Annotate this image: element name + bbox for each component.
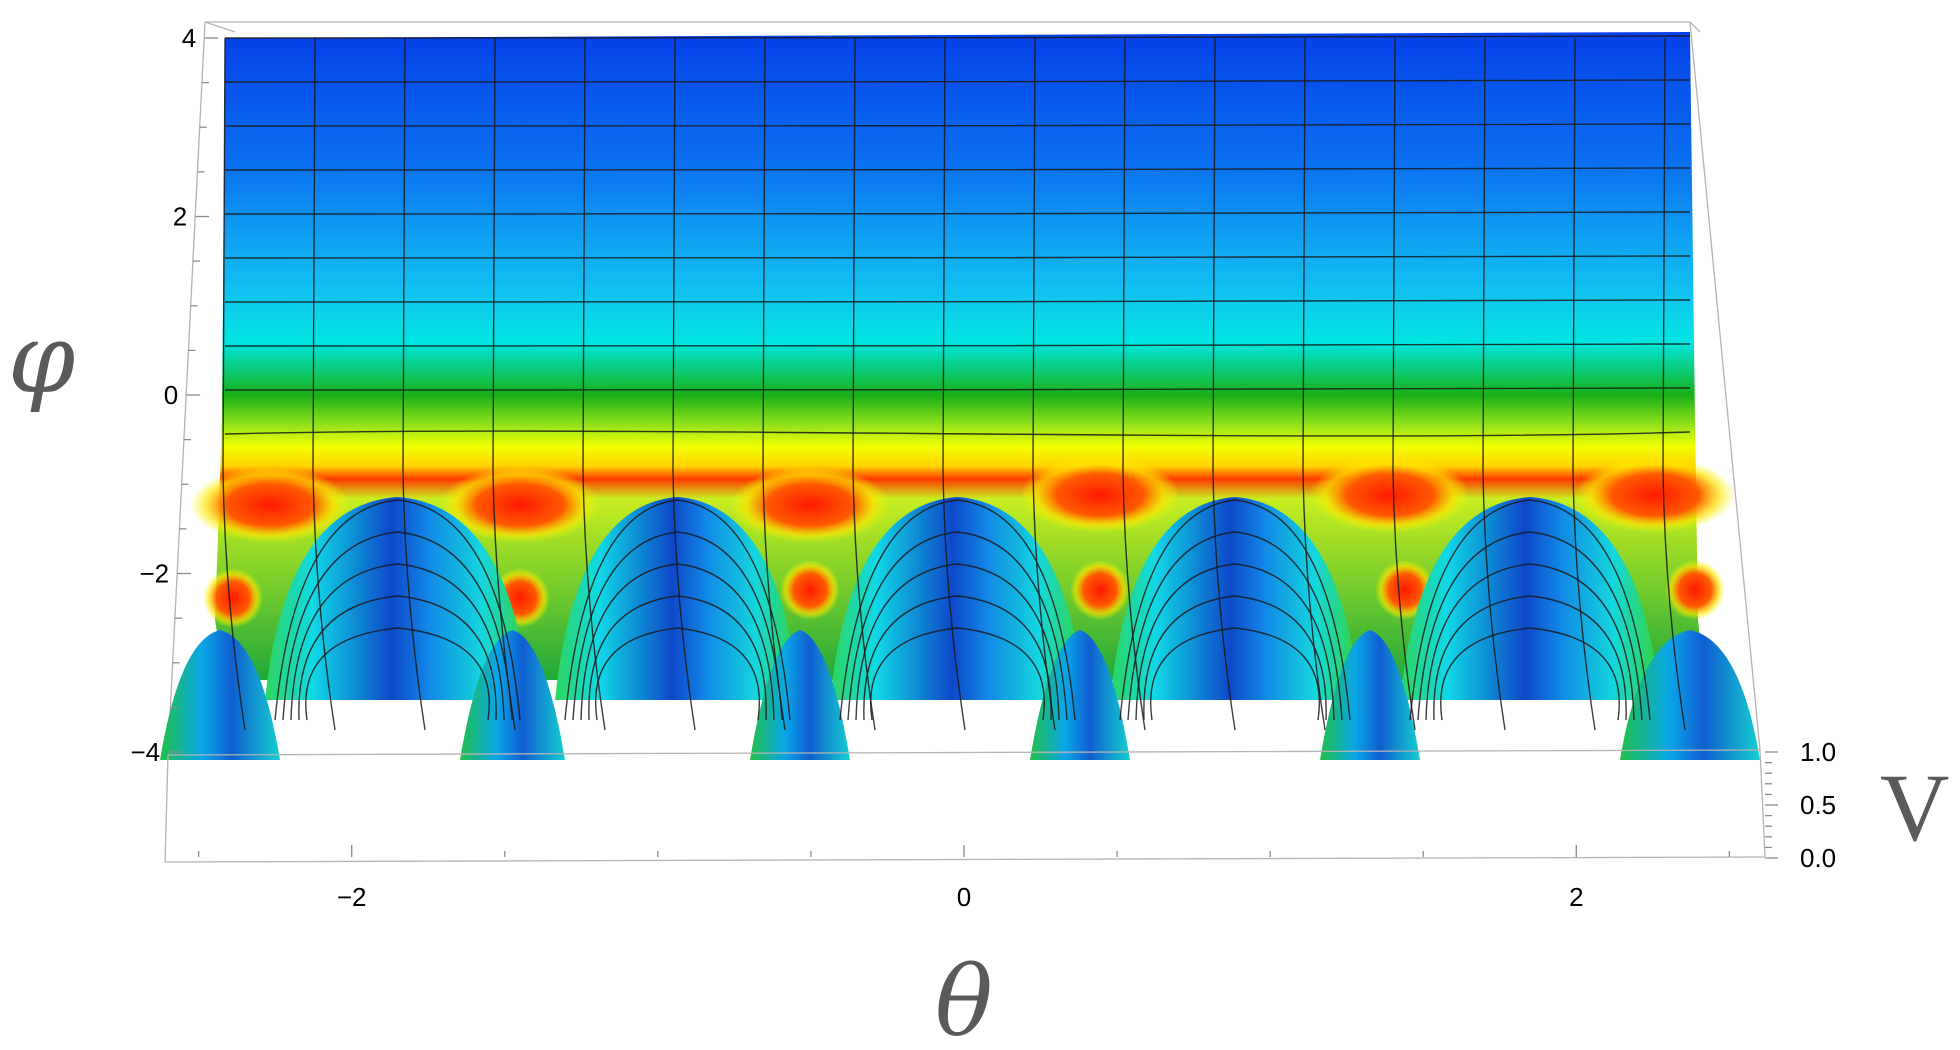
surface-arch-small xyxy=(460,630,565,760)
mesh-row xyxy=(224,79,1691,83)
hot-spot xyxy=(1020,457,1180,533)
x-axis-ticks: −2 0 2 xyxy=(197,845,1731,912)
mesh-column xyxy=(1482,37,1506,731)
v-tick-label: 1.0 xyxy=(1800,737,1836,767)
mesh-row xyxy=(224,299,1691,303)
mesh-arch-line xyxy=(1150,627,1320,721)
v-tick-label: 0.5 xyxy=(1800,790,1836,820)
mesh-column xyxy=(672,37,696,731)
mesh-arch-line xyxy=(564,499,791,721)
mesh-column xyxy=(1392,37,1416,731)
mesh-row xyxy=(224,343,1691,347)
mesh-row xyxy=(224,387,1691,391)
surface-gap xyxy=(590,745,710,850)
mesh-arch-line xyxy=(1143,595,1327,721)
mesh-arch-line xyxy=(870,627,1045,721)
mesh-arch-line xyxy=(305,627,490,721)
mesh-arch-line xyxy=(1440,627,1620,721)
mesh-arch-line xyxy=(1417,531,1643,721)
z-tick-label: 4 xyxy=(182,23,196,53)
hot-spot xyxy=(440,467,600,543)
mesh-arch-line xyxy=(298,595,497,721)
mesh-arch-line xyxy=(1135,563,1335,721)
mesh-arch-line xyxy=(1433,595,1627,721)
mesh-arch-line xyxy=(839,499,1076,721)
surface-bottom-edge xyxy=(160,745,1770,863)
mesh-row xyxy=(224,430,1691,437)
surface xyxy=(160,32,1770,863)
v-axis-ticks: 0.0 0.5 1.0 xyxy=(1765,737,1836,873)
mesh-arch-line xyxy=(595,627,760,721)
v-axis-label: V xyxy=(1880,754,1949,861)
z-axis-ticks: −4 −2 0 2 4 xyxy=(130,23,219,767)
mesh-arch-line xyxy=(1409,499,1651,721)
mesh-column xyxy=(312,37,336,731)
mesh-column xyxy=(1662,37,1686,731)
hot-spot xyxy=(780,560,840,620)
surface-gap xyxy=(1160,745,1290,850)
hot-spot xyxy=(1575,457,1735,533)
mesh-column xyxy=(1122,37,1146,731)
mesh-column xyxy=(402,37,426,731)
mesh-arch-line xyxy=(847,531,1068,721)
surface-arch xyxy=(555,497,800,700)
surface-gap xyxy=(1480,745,1600,850)
mesh-arch-line xyxy=(274,499,521,721)
z-tick-label: 0 xyxy=(164,380,178,410)
x-tick-label: 2 xyxy=(1569,882,1583,912)
z-axis-label: φ xyxy=(8,303,75,415)
z-tick-label: −2 xyxy=(140,559,170,589)
mesh-arch-line xyxy=(863,595,1052,721)
surface-arch-small xyxy=(160,630,280,760)
mesh-row xyxy=(224,167,1691,171)
z-tick-label: −4 xyxy=(130,737,160,767)
hot-spot xyxy=(190,467,350,543)
mesh-row xyxy=(224,211,1691,215)
mesh-column xyxy=(852,37,876,731)
hot-spot xyxy=(203,568,263,628)
mesh-arch-line xyxy=(588,595,767,721)
mesh-row xyxy=(224,35,1691,39)
mesh-arch-line xyxy=(282,531,513,721)
mesh-arch-line xyxy=(1119,499,1351,721)
v-tick-label: 0.0 xyxy=(1800,843,1836,873)
mesh-row xyxy=(224,255,1691,259)
surface-arch-small xyxy=(1320,630,1420,760)
mesh-column xyxy=(222,37,246,731)
mesh-arch-line xyxy=(290,563,505,721)
x-axis-label: θ xyxy=(935,946,993,1050)
z-tick-label: 2 xyxy=(173,202,187,232)
mesh-column xyxy=(1212,37,1236,731)
mesh-arch-line xyxy=(1425,563,1635,721)
mesh-column xyxy=(942,37,966,731)
surface-gap xyxy=(300,745,410,850)
mesh-arch-line xyxy=(855,563,1060,721)
x-tick-label: 0 xyxy=(957,882,971,912)
surface-base-gap xyxy=(160,848,1770,863)
plot-box xyxy=(167,21,1761,756)
hot-spot xyxy=(1310,457,1470,533)
surface-arch-small xyxy=(1620,630,1760,760)
hot-spots xyxy=(190,457,1735,628)
surface-mesh xyxy=(222,35,1691,731)
mesh-arch-line xyxy=(580,563,775,721)
surface-gap xyxy=(870,745,990,850)
hot-spot xyxy=(1665,560,1725,620)
mesh-column xyxy=(1302,37,1326,731)
plot-box-front xyxy=(164,749,1766,863)
mesh-arch-line xyxy=(572,531,783,721)
x-tick-label: −2 xyxy=(337,882,367,912)
mesh-row xyxy=(224,123,1691,127)
mesh-arch-line xyxy=(1127,531,1343,721)
mesh-column xyxy=(1572,37,1596,731)
hot-spot xyxy=(1070,560,1130,620)
hot-spot xyxy=(730,467,890,543)
surface-arch xyxy=(1110,497,1360,700)
